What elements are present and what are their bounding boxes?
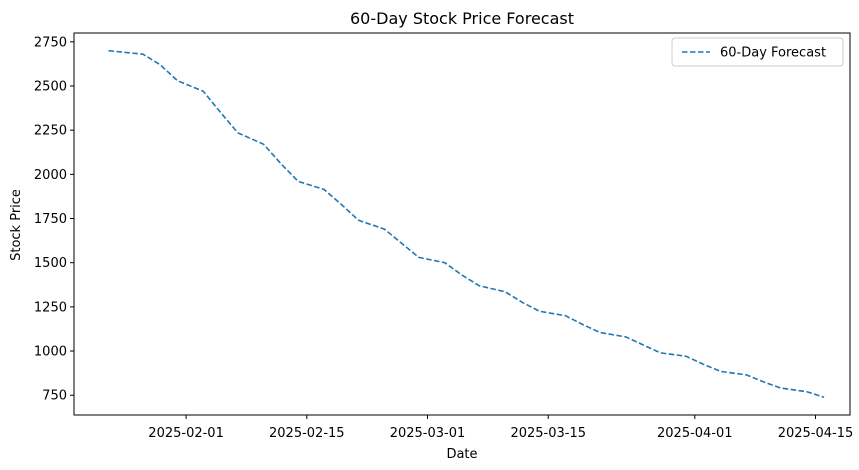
x-tick-label: 2025-02-01 bbox=[148, 426, 224, 441]
plot-frame bbox=[73, 32, 851, 416]
y-tick-label: 1500 bbox=[34, 256, 67, 271]
x-axis-ticks: 2025-02-01 2025-02-15 2025-03-01 2025-03-15… bbox=[148, 415, 853, 441]
x-tick-label: 2025-04-15 bbox=[778, 426, 854, 441]
plot-area bbox=[73, 32, 851, 416]
y-tick-label: 1000 bbox=[34, 345, 67, 360]
x-tick-label: 2025-03-15 bbox=[510, 426, 586, 441]
y-tick-label: 2250 bbox=[34, 124, 67, 139]
y-axis-ticks: 750 1000 1250 1500 1750 2000 2250 2500 2750 bbox=[34, 35, 74, 404]
series-line bbox=[108, 49, 825, 399]
y-tick-label: 2000 bbox=[34, 168, 67, 183]
y-axis-label: Stock Price bbox=[9, 189, 24, 261]
y-tick-label: 2500 bbox=[34, 80, 67, 95]
x-tick-label: 2025-02-15 bbox=[269, 426, 345, 441]
x-tick-label: 2025-03-01 bbox=[390, 426, 466, 441]
x-axis-label: Date bbox=[446, 447, 477, 462]
y-tick-label: 1750 bbox=[34, 212, 67, 227]
chart-title: 60-Day Stock Price Forecast bbox=[350, 9, 574, 28]
x-tick-label: 2025-04-01 bbox=[657, 426, 733, 441]
y-tick-label: 750 bbox=[42, 389, 67, 404]
y-tick-label: 2750 bbox=[34, 35, 67, 50]
y-tick-label: 1250 bbox=[34, 300, 67, 315]
legend: 60-Day Forecast bbox=[671, 37, 844, 67]
legend-label: 60-Day Forecast bbox=[720, 46, 826, 61]
legend-box bbox=[671, 37, 844, 67]
